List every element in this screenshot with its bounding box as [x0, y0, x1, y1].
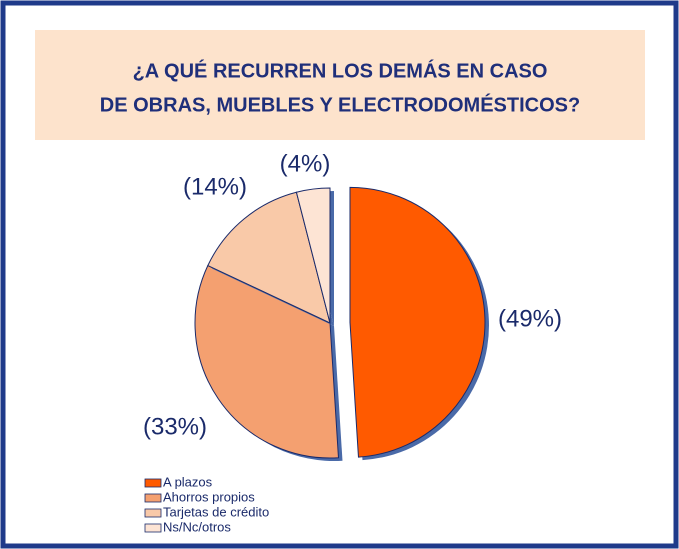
value-label: (33%) [143, 413, 207, 440]
legend-swatch [144, 508, 162, 518]
chart-title: ¿A QUÉ RECURREN LOS DEMÁS EN CASO [133, 59, 548, 82]
legend-label: Ahorros propios [163, 489, 255, 504]
slice [194, 264, 340, 459]
legend-swatch [144, 478, 162, 488]
legend-label: Ns/Nc/otros [163, 519, 231, 534]
slice [349, 186, 486, 458]
slice [295, 187, 331, 324]
slice [207, 191, 331, 324]
value-label: (49%) [498, 305, 562, 332]
legend-label: A plazos [163, 474, 213, 489]
legend-swatch [144, 523, 162, 533]
legend-swatch [144, 493, 162, 503]
value-label: (14%) [183, 173, 247, 200]
chart-title: DE OBRAS, MUEBLES Y ELECTRODOMÉSTICOS? [100, 93, 580, 116]
legend-label: Tarjetas de crédito [163, 504, 269, 519]
title-box [35, 30, 645, 140]
value-label: (4%) [280, 150, 331, 177]
